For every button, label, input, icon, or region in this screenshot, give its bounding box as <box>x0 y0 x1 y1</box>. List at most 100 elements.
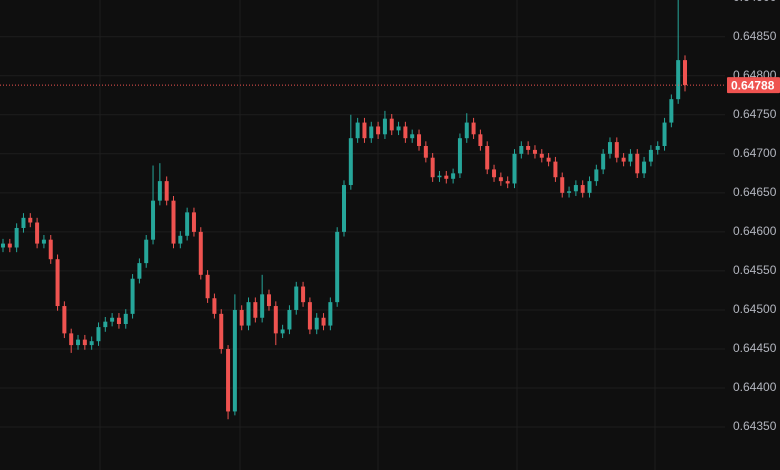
candle-body <box>457 138 462 174</box>
candle-body <box>539 153 544 158</box>
candle-body <box>485 145 490 170</box>
candle-body <box>21 217 26 228</box>
candle-body <box>580 185 585 193</box>
y-tick-label: 0.64850 <box>733 29 777 43</box>
candle-body <box>655 145 660 150</box>
candle-body <box>178 235 183 244</box>
candle-body <box>478 134 483 146</box>
candle-body <box>676 60 681 100</box>
candle-body <box>560 177 565 193</box>
candle-body <box>28 217 33 223</box>
candle-body <box>123 313 128 325</box>
candle-body <box>328 302 333 326</box>
candle-body <box>219 313 224 349</box>
y-tick-label: 0.64450 <box>733 341 777 355</box>
candle-body <box>280 329 285 334</box>
candle-body <box>55 259 60 307</box>
candle-body <box>683 60 687 86</box>
candle-body <box>41 239 46 244</box>
candle-body <box>76 339 81 346</box>
candle-body <box>212 298 217 314</box>
candle-body <box>389 118 394 131</box>
candle-body <box>451 173 456 179</box>
candle-body <box>492 169 497 178</box>
candle-body <box>614 142 619 158</box>
y-tick-label: 0.64750 <box>733 107 777 121</box>
candle-body <box>116 317 121 325</box>
candle-body <box>82 339 87 346</box>
candle-body <box>601 153 606 170</box>
candle-body <box>526 145 531 150</box>
candle-body <box>437 175 442 178</box>
candle-body <box>553 161 558 178</box>
y-tick-label: 0.64500 <box>733 302 777 316</box>
y-tick-label: 0.64400 <box>733 380 777 394</box>
candle-body <box>1 243 5 248</box>
candle-body <box>307 302 312 330</box>
candle-body <box>301 286 306 303</box>
candle-body <box>573 185 578 192</box>
y-tick-label: 0.64700 <box>733 146 777 160</box>
candle-body <box>532 149 537 154</box>
candle-body <box>635 153 640 174</box>
price-label-box <box>727 77 780 94</box>
candle-body <box>232 309 237 412</box>
candle-body <box>314 317 319 330</box>
candle-body <box>355 122 360 139</box>
candle-body <box>369 126 374 139</box>
y-tick-label: 0.64600 <box>733 224 777 238</box>
candle-body <box>594 169 599 182</box>
candle-body <box>48 239 53 260</box>
candle-body <box>253 302 258 318</box>
candle-body <box>239 309 244 326</box>
candle-body <box>471 122 476 135</box>
candle-body <box>546 157 551 162</box>
candle-body <box>273 306 278 334</box>
candle-body <box>348 138 353 186</box>
candle-body <box>396 126 401 131</box>
candle-body <box>423 145 428 158</box>
candle-body <box>110 317 115 322</box>
candle-body <box>628 153 633 162</box>
candle-body <box>335 231 340 303</box>
candle-body <box>362 122 367 139</box>
candle-body <box>376 126 381 135</box>
candle-body <box>607 142 612 154</box>
candle-body <box>137 263 142 279</box>
candle-body <box>226 348 231 412</box>
y-tick-label: 0.64650 <box>733 185 777 199</box>
candle-body <box>246 302 251 326</box>
candle-body <box>14 227 19 248</box>
candle-body <box>157 181 162 201</box>
vertical-grid <box>99 0 656 470</box>
candle-body <box>164 181 169 201</box>
candle-body <box>642 161 647 174</box>
candle-body <box>410 134 415 139</box>
candle-body <box>198 231 203 275</box>
candle-body <box>144 239 149 264</box>
price-label: 0.64788 <box>731 78 775 92</box>
candle-body <box>321 317 326 326</box>
candle-body <box>89 341 94 346</box>
candle-body <box>266 294 271 307</box>
candle-body <box>505 181 510 184</box>
candle-body <box>260 294 265 318</box>
candle-body <box>103 321 108 328</box>
candle-body <box>648 149 653 162</box>
candle-body <box>567 191 572 193</box>
candle-body <box>669 99 674 123</box>
y-tick-label: 0.64900 <box>733 0 777 4</box>
y-tick-label: 0.64550 <box>733 263 777 277</box>
candle-body <box>662 122 667 146</box>
candle-body <box>587 181 592 193</box>
candle-body <box>403 126 408 139</box>
candle-body <box>69 333 74 346</box>
candle-body <box>96 327 101 342</box>
candle-body <box>287 309 292 330</box>
candle-body <box>464 122 469 139</box>
candle-body <box>171 200 176 244</box>
candle-body <box>519 145 524 154</box>
candle-body <box>621 157 626 162</box>
